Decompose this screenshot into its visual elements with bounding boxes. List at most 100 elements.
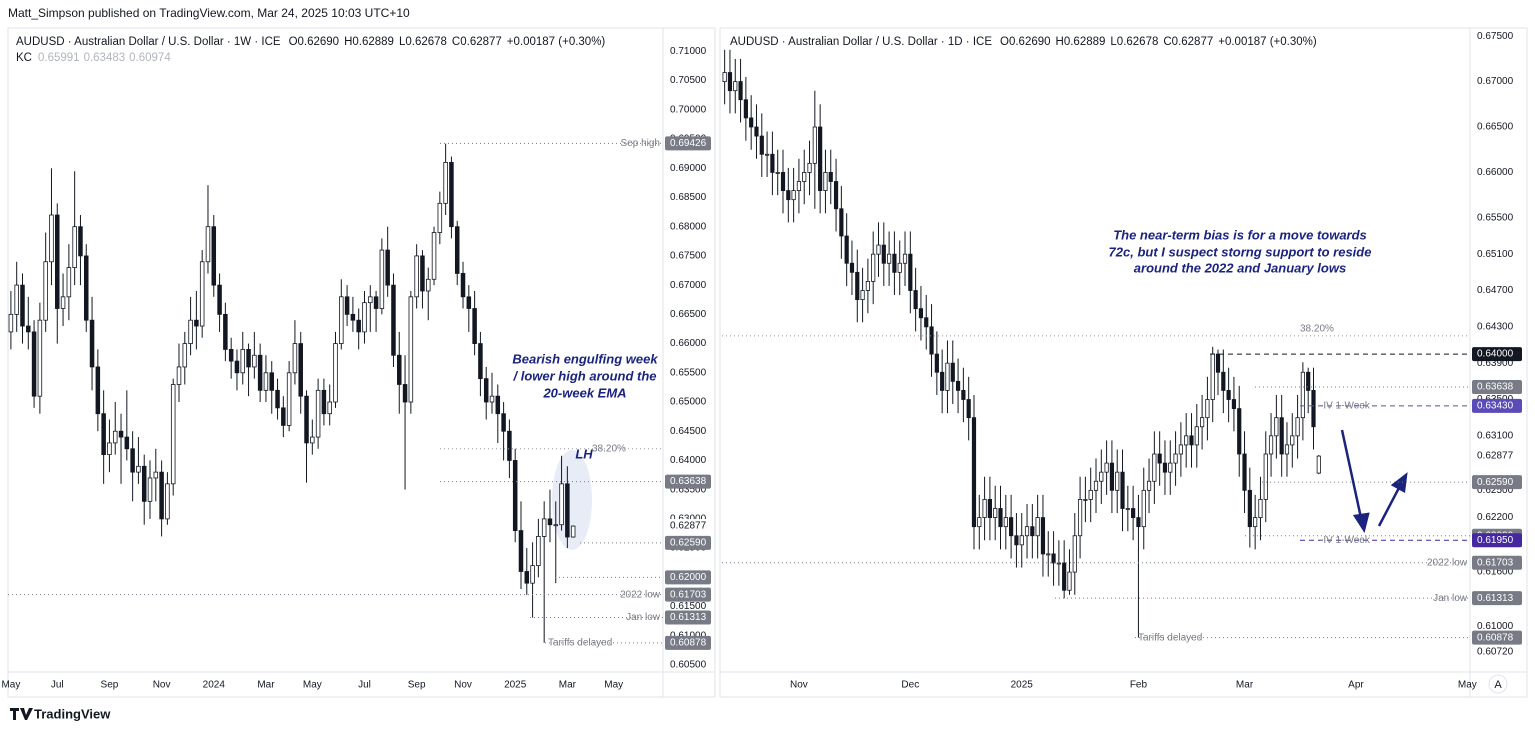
candle-body [565,483,570,538]
candle-body [1157,453,1162,464]
low: L0.62678 [1110,36,1158,48]
candle-body [743,99,748,119]
candle-body [397,354,402,385]
y-tick-label: 0.62500 [1477,485,1514,496]
x-tick-label: May [1458,680,1477,691]
auto-scale-button[interactable] [1488,674,1508,694]
candle-body [443,162,448,204]
candle-body [49,214,54,263]
candle-body [124,436,130,450]
x-tick-label: 2025 [1011,680,1034,691]
price-badge-label: 0.62590 [1477,477,1514,488]
price-badge [665,136,711,151]
candle-body [1109,462,1115,491]
candle-body [924,317,929,328]
price-badge-label: 0.61703 [1477,557,1514,568]
candle-body [1253,517,1258,528]
x-tick-label: May [303,680,322,691]
candle-body [194,319,199,327]
candle-body [770,153,775,173]
y-tick-label: 0.66500 [670,309,707,320]
candle-body [211,226,217,286]
publisher-line: Matt_Simpson published on TradingView.co… [8,6,410,20]
price-badge-label: 0.64000 [1477,349,1514,360]
indicator-name: KC [16,52,32,64]
price-backdrop [1472,449,1522,464]
close: C0.62877 [452,36,502,48]
candle-body [1263,453,1268,500]
candle-body [1083,499,1088,501]
candle-body [849,262,855,273]
candle-body [373,296,379,309]
price-badge [1472,555,1522,570]
candle-body [892,253,897,273]
candle-body [286,372,292,426]
candle-body [437,202,443,233]
candle-body [170,384,176,485]
candle-body [454,226,460,274]
candle-body [107,442,112,456]
candle-body [78,226,83,257]
change: +0.00187 (+0.30%) [507,36,606,48]
candle-body [1311,390,1316,428]
y-tick-label: 0.66500 [1477,122,1514,133]
x-tick-label: Mar [257,680,275,691]
right-panel [719,27,1528,698]
x-tick-label: May [1,680,20,691]
candle-body [483,378,489,403]
candle-body [460,273,466,298]
candle-body [240,349,246,374]
candle-body [89,319,95,368]
candle-body [223,313,228,350]
candle-body [20,284,25,327]
indicator-value: 0.65991 [38,52,80,64]
candle-body [1189,435,1194,446]
symbol: AUDUSD · Australian Dollar / U.S. Dollar… [730,36,992,48]
y-tick-label: 0.60720 [1477,647,1514,658]
candle-body [570,525,576,538]
y-tick-label: 0.63000 [670,514,707,525]
candle-body [908,253,913,291]
candle-body [1306,371,1311,391]
price-badge [1472,591,1522,606]
price-badge-label: 0.69426 [670,138,707,149]
candle-body [722,72,727,82]
candle-body [961,390,966,400]
level-note: Tariffs delayed [1138,632,1202,643]
candle-body [823,172,828,191]
candle-body [315,389,321,438]
y-tick-label: 0.61500 [670,601,707,612]
price-badge-label: 0.63638 [1477,382,1514,393]
candle-body [327,401,332,415]
candle-body [281,407,286,426]
y-tick-label: 0.63500 [670,484,707,495]
annotation: 20-week EMA [542,385,626,400]
candle-body [60,296,66,309]
arrow-down [1340,429,1363,519]
low: L0.62678 [399,36,447,48]
auto-scale-label[interactable]: A [1494,679,1502,691]
candle-body [176,366,182,385]
candle-body [83,255,89,321]
candle-body [1009,517,1014,537]
y-tick-label: 0.68000 [670,221,707,232]
price-badge-label: 0.61950 [1477,535,1514,546]
candle-body [344,296,350,315]
candle-body [993,508,998,518]
y-tick-label: 0.64300 [1477,321,1514,332]
candle-body [1024,526,1030,537]
candle-body [1046,553,1051,556]
price-badge [665,587,711,602]
price-badge-label: 0.62000 [670,572,707,583]
candle-body [1062,562,1067,591]
candle-body [269,372,274,391]
candle-body [553,524,559,527]
candle-body [1099,471,1104,482]
candle-body [1247,489,1252,528]
candle-body [559,483,564,526]
candle-body [998,508,1003,528]
candle-body [1152,453,1157,482]
candle-body [1051,553,1056,564]
candle-body [14,284,19,315]
